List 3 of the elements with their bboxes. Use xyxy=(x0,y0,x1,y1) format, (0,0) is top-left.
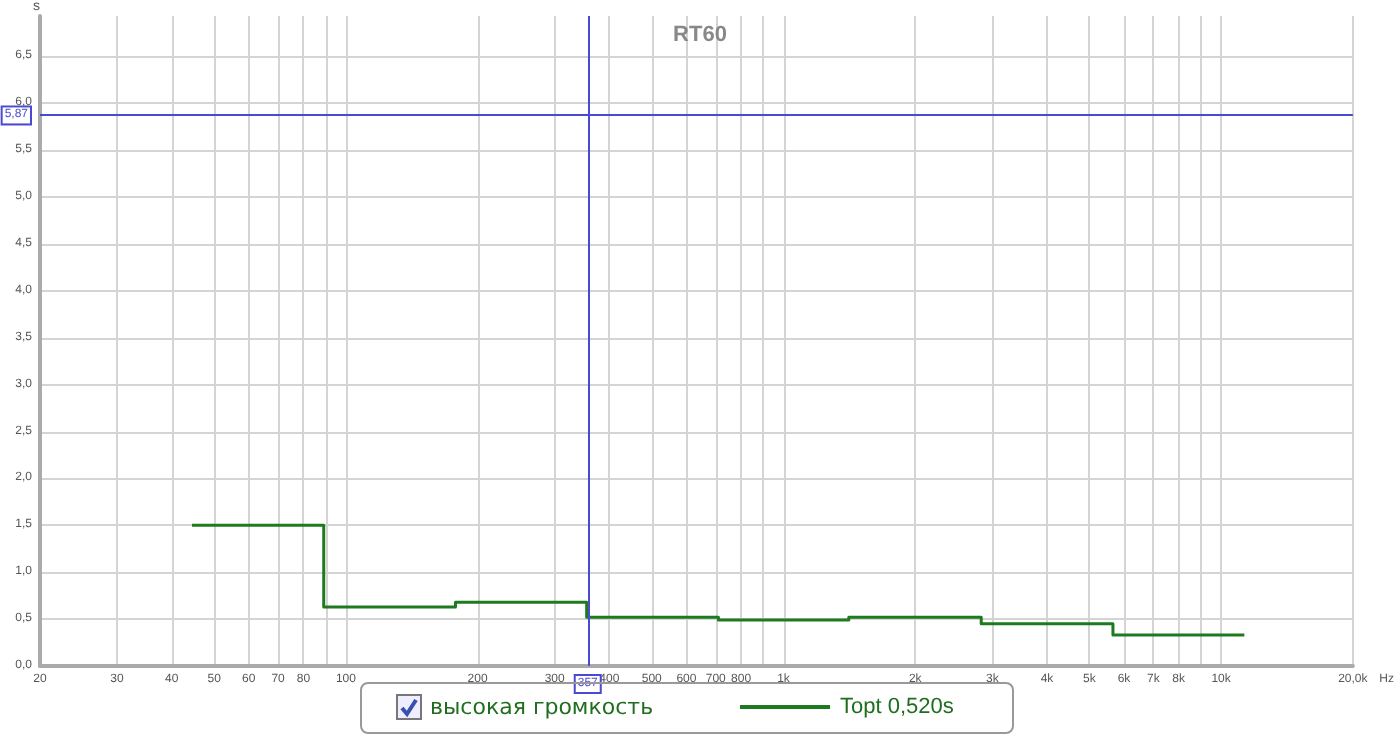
legend-label: Topt 0,520s xyxy=(840,695,955,719)
chart-title: RT60 xyxy=(673,23,727,47)
legend-title: высокая громкость xyxy=(430,694,654,720)
